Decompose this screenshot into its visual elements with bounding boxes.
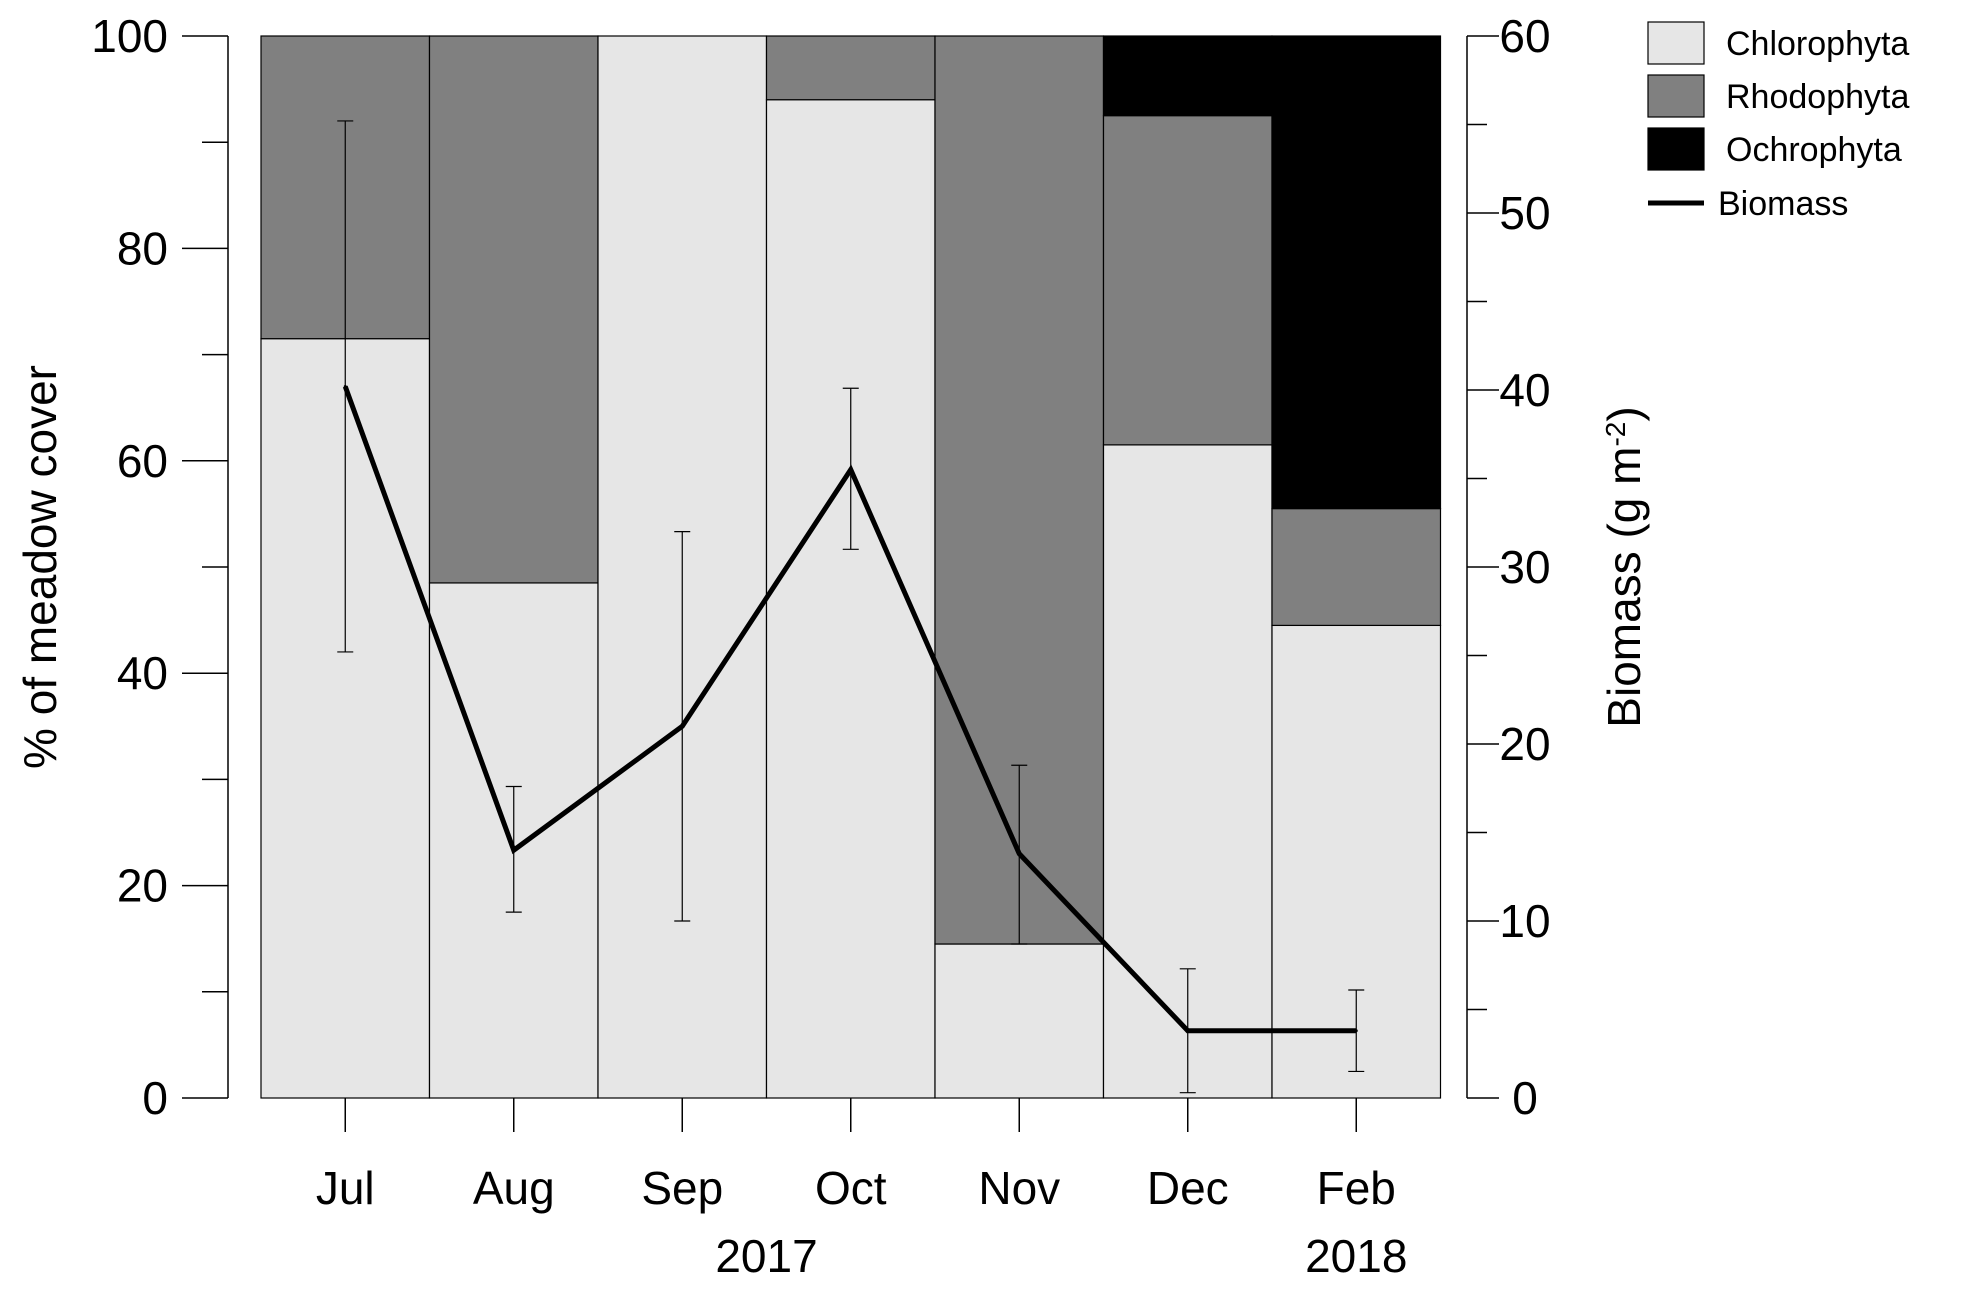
biomass-point-jul (343, 384, 347, 388)
x-tick-label-nov: Nov (978, 1162, 1060, 1214)
legend-swatch-ochrophyta (1647, 127, 1705, 171)
left-tick-label: 60 (117, 435, 168, 487)
left-tick-label: 80 (117, 222, 168, 274)
right-tick-label: 30 (1499, 541, 1550, 593)
x-tick-label-dec: Dec (1147, 1162, 1229, 1214)
right-tick-label: 0 (1512, 1072, 1538, 1124)
year-label-2017: 2017 (715, 1230, 817, 1282)
year-label-2018: 2018 (1305, 1230, 1407, 1282)
x-tick-label-sep: Sep (641, 1162, 723, 1214)
bar-ochrophyta-dec (1102, 35, 1273, 117)
left-tick-label: 100 (91, 10, 168, 62)
biomass-point-nov (1017, 852, 1021, 856)
labels-layer: 0 20 40 60 80 100 0 10 20 30 40 50 60 Jul Aug Sep Oct Nov… (14, 10, 1650, 1282)
legend: Chlorophyta Rhodophyta Ochrophyta Biomass (1647, 21, 1909, 223)
x-tick-label-oct: Oct (815, 1162, 887, 1214)
right-tick-label: 40 (1499, 364, 1550, 416)
right-tick-label: 20 (1499, 718, 1550, 770)
left-tick-label: 0 (142, 1072, 168, 1124)
bar-chlorophyta-nov (934, 943, 1105, 1099)
biomass-point-dec (1186, 1029, 1190, 1033)
legend-swatch-chlorophyta (1647, 21, 1705, 65)
y-axis-title: % of meadow cover (14, 365, 66, 769)
right-tick-label: 60 (1499, 10, 1550, 62)
x-tick-label-feb: Feb (1317, 1162, 1396, 1214)
right-tick-label: 50 (1499, 187, 1550, 239)
biomass-point-aug (512, 848, 516, 852)
bars-layer (260, 35, 1442, 1099)
left-tick-label: 20 (117, 860, 168, 912)
legend-swatch-rhodophyta (1647, 74, 1705, 118)
legend-label-ochrophyta: Ochrophyta (1726, 131, 1902, 169)
biomass-point-feb (1354, 1029, 1358, 1033)
bar-ochrophyta-feb (1271, 35, 1442, 510)
right-tick-label: 10 (1499, 895, 1550, 947)
legend-label-biomass: Biomass (1718, 185, 1848, 223)
line-layer (342, 384, 1358, 1034)
biomass-point-oct (849, 468, 853, 472)
x-tick-label-jul: Jul (316, 1162, 375, 1214)
bar-rhodophyta-feb (1271, 507, 1442, 627)
legend-label-rhodophyta: Rhodophyta (1726, 78, 1909, 116)
legend-label-chlorophyta: Chlorophyta (1726, 25, 1909, 63)
biomass-point-sep (680, 724, 684, 728)
bar-rhodophyta-dec (1102, 115, 1273, 446)
axes-layer (182, 35, 1499, 1132)
bar-rhodophyta-oct (765, 35, 936, 101)
y2-axis-title: Biomass (g m-2) (1598, 406, 1650, 727)
left-tick-label: 40 (117, 647, 168, 699)
bar-rhodophyta-aug (428, 35, 599, 584)
x-tick-label-aug: Aug (473, 1162, 555, 1214)
